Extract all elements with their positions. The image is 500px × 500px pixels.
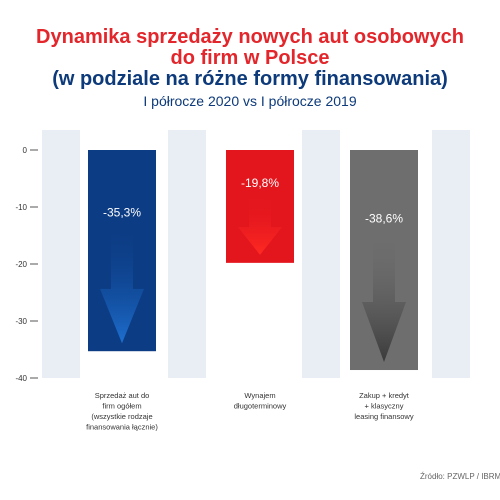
category-label-line: firm ogółem (102, 402, 141, 411)
down-arrow-icon-3 (362, 228, 406, 363)
category-label-line: + klasyczny (365, 402, 404, 411)
category-label-line: leasing finansowy (354, 412, 413, 421)
background-stripe-2 (168, 130, 206, 378)
category-label-line: (wszystkie rodzaje (91, 412, 152, 421)
down-arrow-shape-2 (238, 193, 282, 255)
down-arrow-shape-3 (362, 228, 406, 363)
category-label-3: Zakup + kredyt + klasyczny leasing finanso… (354, 391, 413, 421)
y-tick-label-3: -20 (15, 260, 27, 269)
category-label-line: Zakup + kredyt (359, 391, 410, 400)
category-label-2: Wynajem długoterminowy (234, 391, 287, 411)
category-label-1: Sprzedaż aut do firm ogółem (wszystkie rod… (86, 391, 158, 432)
chart-title-line1: Dynamika sprzedaży nowych aut osobowych (36, 26, 464, 48)
data-label-2: -19,8% (241, 176, 279, 190)
y-tick-label-5: -40 (15, 374, 27, 383)
chart-title-line2: do firm w Polsce (170, 47, 330, 69)
data-label-1: -35,3% (103, 205, 141, 219)
y-tick-label-1: 0 (23, 146, 28, 155)
data-label-3: -38,6% (365, 212, 403, 226)
category-label-line: Sprzedaż aut do (95, 391, 150, 400)
source-note: Źródło: PZWLP / IBRM (420, 472, 500, 481)
down-arrow-shape-1 (100, 222, 144, 344)
category-label-line: Wynajem (244, 391, 275, 400)
chart-title-line3: (w podziale na różne formy finansowania) (52, 68, 448, 90)
chart-subtitle: I półrocze 2020 vs I półrocze 2019 (143, 93, 357, 109)
down-arrow-icon-1 (100, 222, 144, 344)
down-arrow-icon-2 (238, 193, 282, 255)
background-stripe-4 (432, 130, 470, 378)
y-tick-label-2: -10 (15, 203, 27, 212)
y-tick-label-4: -30 (15, 317, 27, 326)
background-stripe-1 (42, 130, 80, 378)
category-label-line: finansowania łącznie) (86, 423, 158, 432)
category-label-line: długoterminowy (234, 402, 287, 411)
background-stripe-3 (302, 130, 340, 378)
